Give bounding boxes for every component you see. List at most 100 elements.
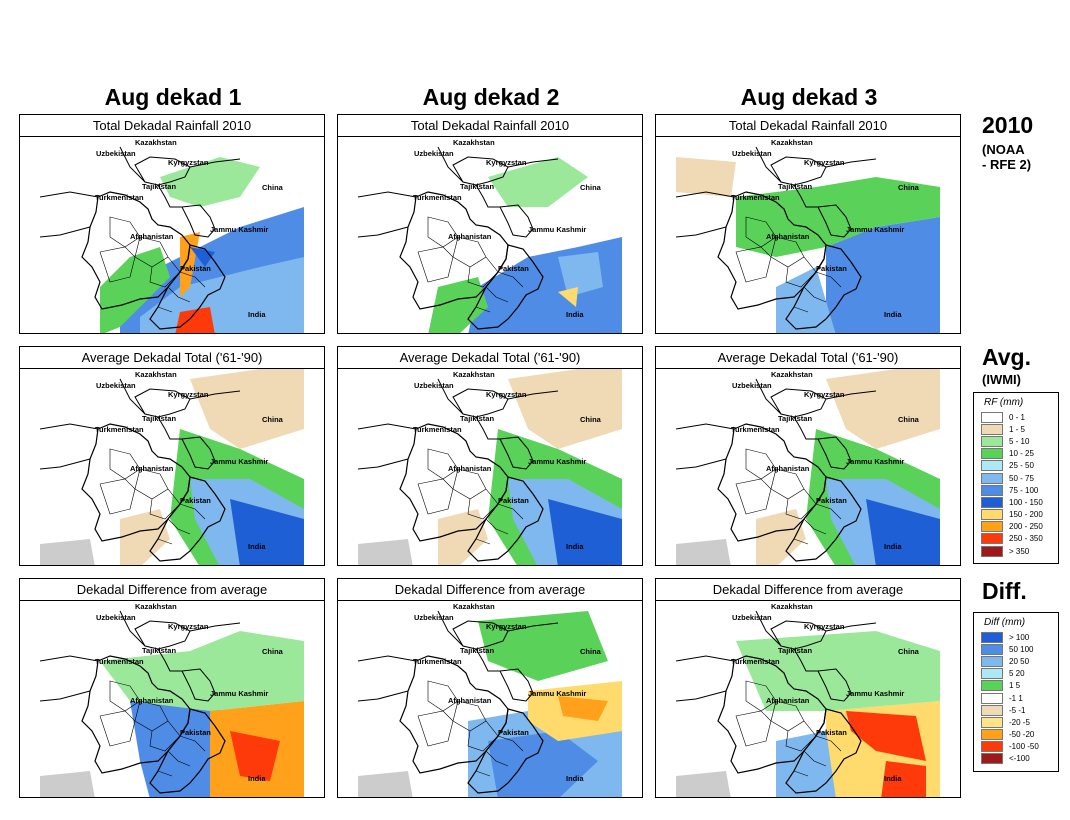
diff-legend-row: > 100 <box>974 631 1058 643</box>
rf-legend-row: 75 - 100 <box>974 484 1058 496</box>
diff-legend-label: -100 -50 <box>1009 742 1039 752</box>
diff-legend-row: 1 5 <box>974 680 1058 692</box>
diff-legend-label: -50 -20 <box>1009 730 1035 740</box>
diff-legend-row: 20 50 <box>974 655 1058 667</box>
rf-legend-label: 5 - 10 <box>1009 436 1030 446</box>
panel-title: Average Dekadal Total ('61-'90) <box>656 347 960 369</box>
rf-legend-swatch <box>981 545 1003 557</box>
diff-legend-label: 5 20 <box>1009 669 1025 679</box>
side-title-avg: Avg. <box>982 344 1031 370</box>
rainfall-map <box>358 137 622 333</box>
diff-legend-label: -5 -1 <box>1009 705 1026 715</box>
panel-title: Total Dekadal Rainfall 2010 <box>338 115 642 137</box>
rf-legend-row: 150 - 200 <box>974 509 1058 521</box>
diff-legend-swatch <box>981 753 1003 765</box>
diff-legend-swatch <box>981 655 1003 667</box>
rf-legend-label: 150 - 200 <box>1009 510 1043 520</box>
panel-total-dekad-2: Total Dekadal Rainfall 2010 <box>337 114 643 334</box>
rf-legend-label: 75 - 100 <box>1009 485 1039 495</box>
diff-legend-row: 5 20 <box>974 668 1058 680</box>
diff-legend-label: 1 5 <box>1009 681 1021 691</box>
rf-legend-label: 200 - 250 <box>1009 522 1043 532</box>
rainfall-map <box>40 369 304 565</box>
rf-legend-row: 25 - 50 <box>974 460 1058 472</box>
panel-average-dekad-2: Average Dekadal Total ('61-'90) <box>337 346 643 566</box>
diff-legend-label: -20 -5 <box>1009 717 1030 727</box>
rf-legend-row: 5 - 10 <box>974 435 1058 447</box>
rf-legend-swatch <box>981 448 1003 460</box>
panel-title: Dekadal Difference from average <box>20 579 324 601</box>
legend-title: Diff (mm) <box>984 617 1026 628</box>
rf-legend-label: 0 - 1 <box>1009 412 1026 422</box>
rf-legend-row: 1 - 5 <box>974 423 1058 435</box>
panel-total-dekad-1: Total Dekadal Rainfall 2010 <box>19 114 325 334</box>
rf-legend-swatch <box>981 533 1003 545</box>
panel-difference-dekad-1: Dekadal Difference from average <box>19 578 325 798</box>
panel-difference-dekad-3: Dekadal Difference from average <box>655 578 961 798</box>
panel-difference-dekad-2: Dekadal Difference from average <box>337 578 643 798</box>
rf-legend-swatch <box>981 521 1003 533</box>
side-sub-2010-line1: (NOAA <box>982 142 1025 157</box>
panel-total-dekad-3: Total Dekadal Rainfall 2010 <box>655 114 961 334</box>
column-title-dekad-1: Aug dekad 1 <box>104 84 242 110</box>
panel-title: Dekadal Difference from average <box>656 579 960 601</box>
rainfall-map <box>358 369 622 565</box>
panel-title: Total Dekadal Rainfall 2010 <box>656 115 960 137</box>
rf-legend-row: 50 - 75 <box>974 472 1058 484</box>
diff-legend-swatch <box>981 692 1003 704</box>
rf-legend-row: 100 - 150 <box>974 496 1058 508</box>
diff-legend-swatch <box>981 631 1003 643</box>
panel-title: Average Dekadal Total ('61-'90) <box>20 347 324 369</box>
diff-legend-swatch <box>981 643 1003 655</box>
rf-legend-swatch <box>981 460 1003 472</box>
diff-legend-swatch <box>981 729 1003 741</box>
rainfall-map <box>40 601 304 797</box>
diff-legend-swatch <box>981 716 1003 728</box>
diff-legend-label: > 100 <box>1009 632 1030 642</box>
rf-legend-label: 25 - 50 <box>1009 461 1034 471</box>
rf-legend-swatch <box>981 484 1003 496</box>
diff-legend-row: 50 100 <box>974 643 1058 655</box>
diff-legend-row: -20 -5 <box>974 716 1058 728</box>
panel-average-dekad-3: Average Dekadal Total ('61-'90) <box>655 346 961 566</box>
diff-legend-row: -100 -50 <box>974 741 1058 753</box>
rf-legend-row: > 350 <box>974 545 1058 557</box>
panel-title: Total Dekadal Rainfall 2010 <box>20 115 324 137</box>
rf-legend-swatch <box>981 411 1003 423</box>
rainfall-map <box>676 601 940 797</box>
rf-legend-swatch <box>981 472 1003 484</box>
rf-legend-swatch <box>981 496 1003 508</box>
diff-legend-row: -50 -20 <box>974 729 1058 741</box>
diff-legend-swatch <box>981 704 1003 716</box>
diff-legend-row: <-100 <box>974 753 1058 765</box>
column-title-dekad-2: Aug dekad 2 <box>422 84 560 110</box>
legend-title: RF (mm) <box>984 397 1024 408</box>
rf-legend-label: > 350 <box>1009 546 1030 556</box>
diff-legend-swatch <box>981 741 1003 753</box>
rainfall-map <box>676 369 940 565</box>
rf-legend-swatch <box>981 509 1003 521</box>
diff-legend-label: -1 1 <box>1009 693 1023 703</box>
rainfall-map <box>40 137 304 333</box>
rf-legend-label: 1 - 5 <box>1009 424 1026 434</box>
panel-title: Average Dekadal Total ('61-'90) <box>338 347 642 369</box>
diff-legend-label: 50 100 <box>1009 644 1034 654</box>
panel-title: Dekadal Difference from average <box>338 579 642 601</box>
side-title-2010: 2010 <box>982 112 1034 138</box>
rf-legend-label: 10 - 25 <box>1009 449 1034 459</box>
rainfall-legend: RF (mm) 0 - 1 1 - 5 5 - 10 10 - 25 25 - 50 50… <box>973 392 1059 565</box>
rf-legend-swatch <box>981 435 1003 447</box>
diff-legend-swatch <box>981 680 1003 692</box>
side-sub-avg: (IWMI) <box>982 372 1021 387</box>
rf-legend-row: 10 - 25 <box>974 448 1058 460</box>
side-sub-2010-line2: - RFE 2) <box>982 157 1032 172</box>
rf-legend-row: 250 - 350 <box>974 533 1058 545</box>
column-title-dekad-3: Aug dekad 3 <box>740 84 878 110</box>
diff-legend-label: <-100 <box>1009 754 1030 764</box>
diff-legend-row: -5 -1 <box>974 704 1058 716</box>
rf-legend-swatch <box>981 423 1003 435</box>
side-title-diff: Diff. <box>982 578 1027 604</box>
difference-legend: Diff (mm) > 100 50 100 20 50 5 20 1 5 -1 1 -5 … <box>973 612 1059 773</box>
panel-average-dekad-1: Average Dekadal Total ('61-'90) <box>19 346 325 566</box>
rf-legend-row: 0 - 1 <box>974 411 1058 423</box>
